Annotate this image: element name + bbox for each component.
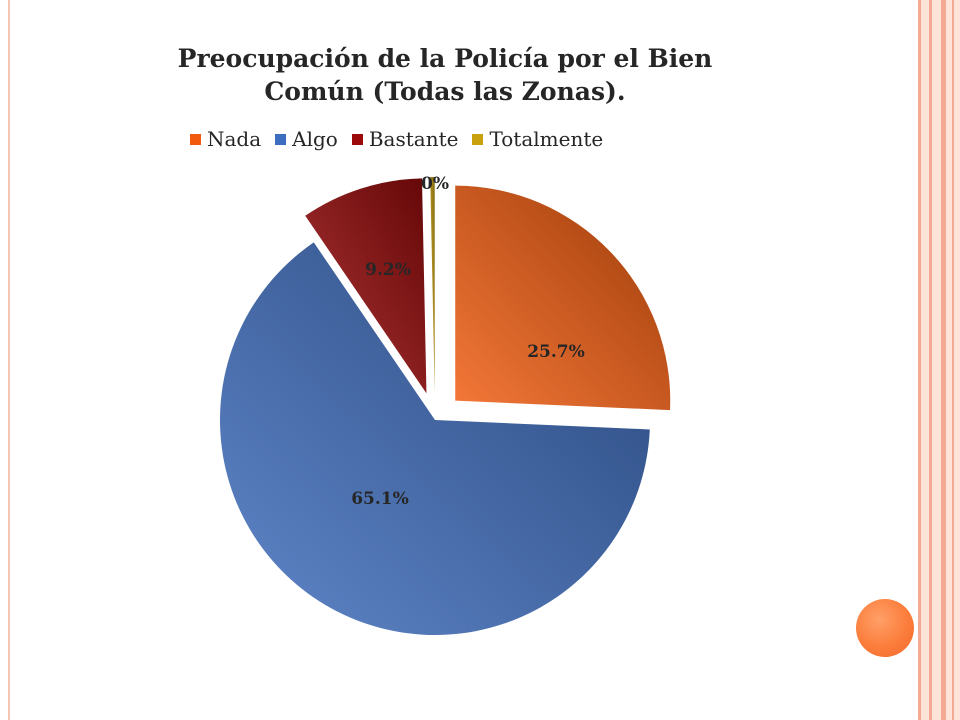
legend-item-bastante: Bastante xyxy=(351,127,459,151)
pie-slice-algo xyxy=(219,242,650,636)
chart-legend: Nada Algo Bastante Totalmente xyxy=(190,126,617,152)
legend-swatch xyxy=(351,133,363,145)
pie-slices xyxy=(219,177,671,636)
right-stripe xyxy=(918,0,921,720)
legend-swatch xyxy=(472,133,484,145)
pie-slice-bastante xyxy=(305,178,427,394)
legend-item-totalmente: Totalmente xyxy=(472,127,603,151)
data-label-algo: 65.1% xyxy=(351,489,409,509)
right-stripe xyxy=(952,0,954,720)
legend-swatch xyxy=(190,133,201,145)
decorative-orange-circle xyxy=(856,599,914,657)
left-decorative-rule xyxy=(8,0,10,720)
chart-title-line: Común (Todas las Zonas). xyxy=(264,77,626,106)
data-label-nada: 25.7% xyxy=(527,342,585,362)
chart-title-line: Preocupación de la Policía por el Bien xyxy=(177,44,713,73)
legend-label: Bastante xyxy=(368,127,459,151)
data-label-totalmente: 0% xyxy=(421,174,449,194)
pie-slice-totalmente xyxy=(430,177,435,393)
legend-label: Algo xyxy=(292,127,338,151)
legend-label: Totalmente xyxy=(489,127,604,151)
pie-slice-nada xyxy=(455,185,671,411)
right-stripe xyxy=(929,0,932,720)
legend-label: Nada xyxy=(207,127,262,151)
chart-title: Preocupación de la Policía por el Bien C… xyxy=(100,42,790,108)
legend-item-nada: Nada xyxy=(190,127,261,151)
legend-swatch xyxy=(275,133,287,145)
data-label-bastante: 9.2% xyxy=(365,260,411,280)
right-stripe xyxy=(941,0,946,720)
pie-data-labels: 25.7% 65.1% 9.2% 0% xyxy=(351,174,585,509)
legend-item-algo: Algo xyxy=(275,127,338,151)
